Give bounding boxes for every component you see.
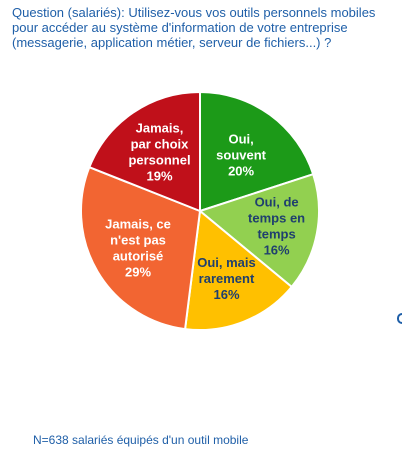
slice-label-line-3: Jamais, ce: [105, 217, 171, 232]
slice-percent-2: 16%: [213, 287, 239, 302]
question-text: Question (salariés): Utilisez-vous vos o…: [12, 5, 376, 50]
slice-label-line-2: rarement: [199, 271, 255, 286]
clipped-mark: [397, 313, 402, 324]
pie-slice-3: [80, 165, 202, 331]
pie-slice-1: [197, 172, 320, 289]
slice-label-line-3: autorisé: [113, 249, 164, 264]
slice-percent-0: 20%: [228, 163, 254, 178]
slice-percent-3: 29%: [125, 265, 151, 280]
slice-label-2: Oui, mais rarement 16%: [197, 255, 256, 302]
slice-label-4: Jamais, par choix personnel 19%: [128, 121, 190, 184]
slice-label-line-3: n'est pas: [110, 233, 166, 248]
slice-label-line-1: temps en: [248, 211, 305, 226]
slice-label-line-4: personnel: [128, 153, 190, 168]
slice-percent-1: 16%: [264, 243, 290, 258]
sample-size-note: N=638 salariés équipés d'un outil mobile: [33, 433, 249, 447]
slice-percent-4: 19%: [146, 169, 172, 184]
pie-slice-2: [183, 209, 294, 331]
slice-label-line-1: Oui, de: [255, 195, 299, 210]
slice-label-line-1: temps: [257, 227, 295, 242]
pie-slice-4: [88, 90, 201, 213]
slice-label-line-4: par choix: [131, 137, 190, 152]
slice-label-line-0: souvent: [216, 147, 267, 162]
slice-label-line-0: Oui,: [228, 131, 253, 146]
slice-label-0: Oui, souvent 20%: [216, 131, 267, 178]
slice-label-line-2: Oui, mais: [197, 255, 256, 270]
slice-label-line-4: Jamais,: [136, 121, 184, 136]
slice-label-1: Oui, de temps en temps 16%: [248, 195, 305, 258]
pie-slice-0: [199, 90, 315, 213]
slice-label-3: Jamais, ce n'est pas autorisé 29%: [105, 217, 171, 280]
